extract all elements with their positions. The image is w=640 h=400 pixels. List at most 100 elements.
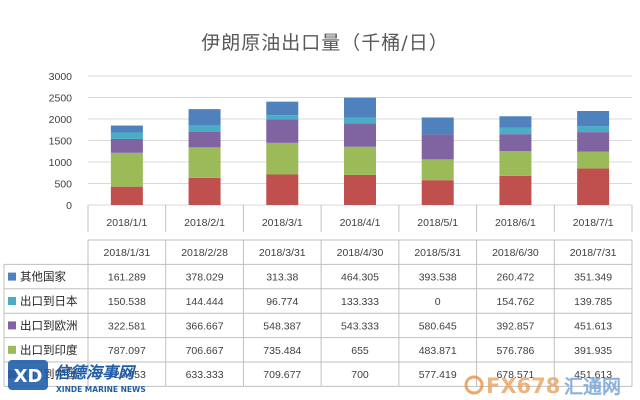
table-header-cell: 2018/6/30 — [492, 247, 539, 259]
table-cell: 548.387 — [263, 320, 301, 332]
y-tick-label: 2500 — [49, 93, 73, 105]
table-cell: 260.472 — [496, 272, 534, 284]
legend-swatch — [8, 321, 16, 330]
bar-segment-2-2 — [266, 119, 299, 143]
fx678-watermark: FX678 汇通网 — [464, 374, 621, 398]
bar-segment-3-1 — [188, 125, 221, 132]
table-cell: 392.857 — [496, 320, 534, 332]
table-cell: 483.871 — [419, 345, 457, 357]
bar-segment-3-0 — [110, 132, 143, 139]
table-cell: 313.38 — [266, 272, 298, 284]
legend-swatch — [8, 297, 16, 305]
data-table: 2018/1/31 2018/2/28 2018/3/31 2018/4/30 2018… — [3, 239, 633, 387]
table-cell: 154.762 — [496, 296, 534, 308]
bar-segment-0-5 — [499, 175, 532, 205]
bar-segment-1-4 — [421, 159, 454, 181]
table-cell: 426.453 — [108, 369, 146, 381]
table-cell: 96.774 — [266, 296, 298, 308]
x-tick-label: 2018/2/1 — [184, 217, 225, 229]
bar-segment-4-2 — [266, 101, 299, 116]
table-cell: 577.419 — [419, 369, 457, 381]
bar-segment-1-2 — [266, 142, 299, 175]
legend-label: 出口到欧洲 — [20, 318, 78, 332]
bar-segment-1-3 — [344, 146, 376, 175]
y-tick-label: 2000 — [49, 114, 73, 126]
bars — [110, 97, 610, 205]
x-tick-label: 2018/7/1 — [573, 217, 614, 229]
bar-segment-3-5 — [499, 127, 532, 135]
bar-segment-1-1 — [188, 147, 221, 178]
table-cell: 787.097 — [108, 345, 146, 357]
bar-segment-3-2 — [266, 115, 299, 120]
table-cell: 576.786 — [496, 345, 534, 357]
table-cell: 451.613 — [574, 320, 612, 332]
x-tick-label: 2018/4/1 — [340, 217, 381, 229]
table-cell: 393.538 — [419, 272, 457, 284]
table-header-cell: 2018/2/28 — [181, 247, 228, 259]
legend-swatch — [8, 272, 16, 281]
table-cell: 378.029 — [186, 272, 224, 284]
bar-segment-4-3 — [344, 97, 376, 118]
table-cell: 706.667 — [186, 345, 224, 357]
table-cell: 133.333 — [341, 296, 379, 308]
table-cell: 451.613 — [574, 369, 612, 381]
x-tick-label: 2018/1/1 — [106, 217, 147, 229]
table-cell: 139.785 — [574, 296, 612, 308]
table-cell: 709.677 — [263, 369, 301, 381]
x-axis-ticks: 2018/1/1 2018/2/1 2018/3/1 2018/4/1 2018/5/1… — [87, 205, 633, 232]
fx678-text: FX678 — [486, 374, 560, 398]
bar-segment-4-6 — [577, 110, 610, 127]
legend-label: 出口到日本 — [20, 294, 78, 308]
legend-label: 出口到印度 — [20, 343, 78, 357]
table-header-cell: 2018/1/31 — [103, 247, 150, 259]
bar-segment-2-1 — [188, 131, 221, 148]
table-cell: 144.444 — [186, 296, 224, 308]
y-tick-label: 1500 — [49, 136, 73, 148]
bar-segment-2-3 — [344, 123, 376, 147]
bar-segment-2-4 — [421, 134, 454, 160]
bar-segment-4-5 — [499, 116, 532, 128]
xinde-logo-icon — [8, 360, 48, 390]
bar-segment-1-5 — [499, 151, 532, 176]
legend-label: 其他国家 — [20, 270, 66, 284]
x-tick-label: 2018/6/1 — [495, 217, 536, 229]
bar-segment-0-0 — [110, 186, 143, 205]
table-header-cell: 2018/3/31 — [259, 247, 306, 259]
bar-segment-3-6 — [577, 126, 610, 133]
bar-segment-0-2 — [266, 174, 299, 205]
table-cell: 161.289 — [108, 272, 146, 284]
fx678-logo-icon — [464, 375, 484, 395]
table-header-cell: 2018/5/31 — [414, 247, 461, 259]
table-cell: 735.484 — [263, 345, 301, 357]
table-cell: 391.935 — [574, 345, 612, 357]
table-cell: 150.538 — [108, 296, 146, 308]
xinde-watermark: XD 信德海事网 XINDE MARINE NEWS — [8, 360, 146, 394]
table-cell: 633.333 — [186, 369, 224, 381]
bar-segment-2-0 — [110, 138, 143, 153]
table-header-cell: 2018/7/31 — [570, 247, 617, 259]
bar-segment-0-6 — [577, 168, 610, 205]
xinde-en: XINDE MARINE NEWS — [56, 385, 146, 394]
y-tick-label: 500 — [54, 179, 72, 191]
bar-segment-1-6 — [577, 151, 610, 169]
bar-segment-3-3 — [344, 117, 376, 124]
bar-segment-4-0 — [110, 125, 143, 133]
y-tick-label: 1000 — [49, 157, 73, 169]
y-axis-ticks: 0 500 1000 1500 2000 2500 3000 — [49, 71, 73, 212]
bar-segment-2-6 — [577, 132, 610, 152]
x-tick-label: 2018/3/1 — [262, 217, 303, 229]
table-cell: 0 — [435, 296, 441, 308]
table-cell: 678.571 — [496, 369, 534, 381]
x-tick-label: 2018/5/1 — [417, 217, 458, 229]
table-cell: 464.305 — [341, 272, 379, 284]
table-header-cell: 2018/4/30 — [337, 247, 384, 259]
legend-swatch — [8, 345, 16, 354]
table-cell: 655 — [351, 345, 369, 357]
y-tick-label: 0 — [66, 200, 72, 212]
xinde-logo-text: XD — [14, 366, 43, 387]
chart-title: 伊朗原油出口量（千桶/日） — [201, 32, 448, 54]
table-cell: 543.333 — [341, 320, 379, 332]
bar-segment-1-0 — [110, 152, 143, 187]
bar-segment-4-1 — [188, 109, 221, 126]
